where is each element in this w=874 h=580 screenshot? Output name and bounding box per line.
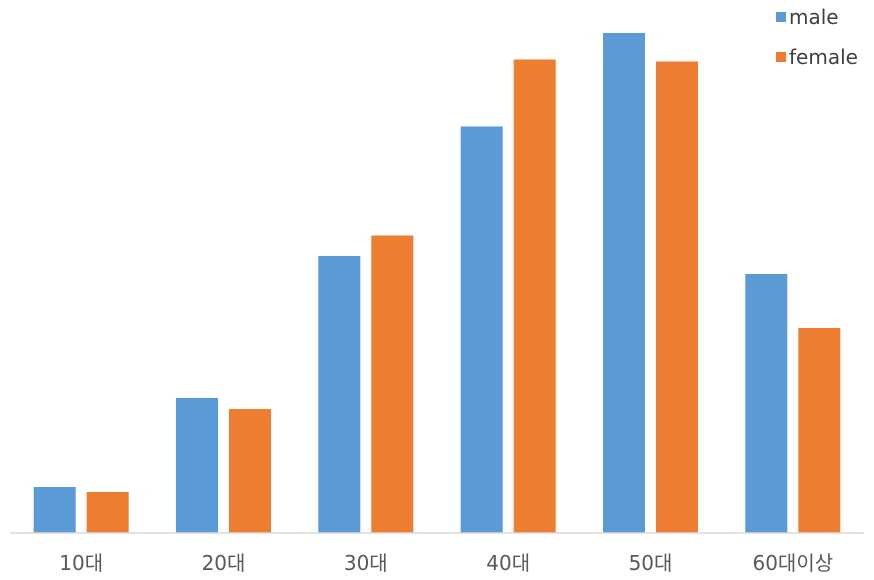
legend-swatch-female <box>776 52 786 62</box>
bar-female-5 <box>656 61 698 533</box>
bar-female-3 <box>371 235 414 533</box>
bar-male-1 <box>33 487 76 533</box>
bar-female-4 <box>513 59 556 533</box>
x-tick-label: 20대 <box>202 551 246 575</box>
x-tick-label: 30대 <box>344 551 388 575</box>
bar-female-6 <box>798 328 841 533</box>
legend: male female <box>776 5 858 69</box>
x-tick-label: 40대 <box>486 551 530 575</box>
bar-female-1 <box>86 492 129 533</box>
x-tick-label: 50대 <box>629 551 673 575</box>
bars-group <box>33 33 841 533</box>
x-tick-label: 60대이상 <box>752 551 833 575</box>
bar-male-5 <box>603 33 645 533</box>
legend-swatch-male <box>776 12 786 22</box>
bar-male-3 <box>318 256 361 533</box>
x-tick-label: 10대 <box>59 551 103 575</box>
bar-male-4 <box>460 126 503 533</box>
legend-label-male: male <box>789 5 839 29</box>
bar-male-6 <box>745 274 788 533</box>
bar-male-2 <box>176 398 218 533</box>
legend-label-female: female <box>789 45 858 69</box>
x-tick-labels: 10대 20대 30대 40대 50대 60대이상 <box>59 551 833 575</box>
bar-female-2 <box>229 409 271 533</box>
